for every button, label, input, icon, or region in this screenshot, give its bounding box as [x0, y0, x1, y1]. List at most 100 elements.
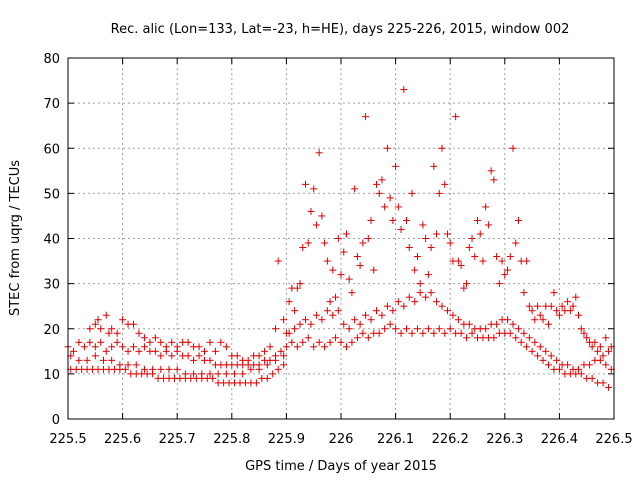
data-point	[310, 343, 318, 351]
data-point	[121, 365, 129, 373]
data-point	[315, 149, 323, 157]
data-point	[498, 257, 506, 265]
data-point	[274, 365, 282, 373]
data-point	[195, 343, 203, 351]
y-axis-label: STEC from uqrg / TECUs	[8, 160, 23, 316]
data-point	[356, 320, 364, 328]
data-point	[383, 144, 391, 152]
data-point	[490, 334, 498, 342]
data-point	[102, 347, 110, 355]
data-point	[105, 329, 113, 337]
data-point	[312, 311, 320, 319]
data-point	[168, 352, 176, 360]
data-point	[280, 316, 288, 324]
data-point	[342, 230, 350, 238]
data-point	[558, 302, 566, 310]
data-point	[329, 311, 337, 319]
data-point	[269, 370, 277, 378]
data-point	[512, 334, 520, 342]
data-point	[509, 320, 517, 328]
data-point	[427, 289, 435, 297]
data-point	[340, 320, 348, 328]
data-point	[266, 343, 274, 351]
x-tick-label: 225.8	[213, 432, 250, 447]
y-tick-label: 60	[43, 142, 60, 157]
data-point	[69, 347, 77, 355]
data-point	[337, 271, 345, 279]
data-point	[80, 343, 88, 351]
data-point	[408, 329, 416, 337]
data-point	[293, 343, 301, 351]
data-point	[282, 343, 290, 351]
data-point	[588, 374, 596, 382]
data-point	[124, 361, 132, 369]
data-point	[345, 325, 353, 333]
x-tick-label: 225.5	[49, 432, 86, 447]
data-point	[184, 338, 192, 346]
data-point	[304, 334, 312, 342]
data-point	[233, 352, 241, 360]
data-point	[553, 307, 561, 315]
data-point	[422, 235, 430, 242]
data-point	[108, 325, 116, 333]
data-point	[261, 347, 269, 355]
data-point	[198, 370, 206, 378]
data-point	[280, 361, 288, 369]
data-point	[430, 162, 438, 170]
data-point	[372, 307, 380, 315]
data-point	[342, 343, 350, 351]
data-point	[277, 347, 285, 355]
data-point	[523, 343, 531, 351]
data-point	[383, 302, 391, 310]
data-point	[555, 365, 563, 373]
data-point	[157, 338, 165, 346]
data-point	[389, 307, 397, 315]
grid-lines	[68, 58, 614, 419]
data-point	[605, 383, 613, 391]
data-point	[86, 325, 94, 333]
data-point	[255, 365, 263, 373]
data-point	[528, 307, 536, 315]
x-tick-label: 225.9	[268, 432, 305, 447]
data-point	[102, 311, 110, 319]
data-point	[97, 325, 105, 333]
plot-frame	[67, 57, 615, 420]
data-point	[531, 316, 539, 324]
data-point	[124, 347, 132, 355]
data-point	[463, 334, 471, 342]
data-point	[370, 266, 378, 274]
data-point	[83, 356, 91, 364]
data-point	[130, 343, 138, 351]
data-point	[296, 280, 304, 288]
x-tick-label: 225.6	[104, 432, 141, 447]
data-point	[318, 212, 326, 220]
data-point	[307, 207, 315, 215]
data-point	[288, 338, 296, 346]
data-point	[392, 325, 400, 333]
data-point	[389, 216, 397, 224]
x-tick-label: 226.4	[541, 432, 578, 447]
data-point	[575, 365, 583, 373]
data-point	[495, 280, 503, 288]
x-tick-label: 226.5	[595, 432, 632, 447]
data-point	[351, 316, 359, 324]
data-point	[591, 338, 599, 346]
data-point	[520, 289, 528, 297]
data-point	[364, 235, 372, 242]
data-point	[504, 316, 512, 324]
data-point	[291, 325, 299, 333]
y-tick-label: 20	[43, 323, 60, 338]
data-point	[424, 271, 432, 279]
data-point	[441, 329, 449, 337]
data-point	[130, 320, 138, 328]
data-point	[454, 316, 462, 324]
data-point	[596, 356, 604, 364]
data-point	[304, 239, 312, 247]
data-point	[564, 361, 572, 369]
data-point	[135, 329, 143, 337]
data-point	[419, 329, 427, 337]
data-point	[430, 329, 438, 337]
data-point	[454, 257, 462, 265]
data-point	[569, 302, 577, 310]
